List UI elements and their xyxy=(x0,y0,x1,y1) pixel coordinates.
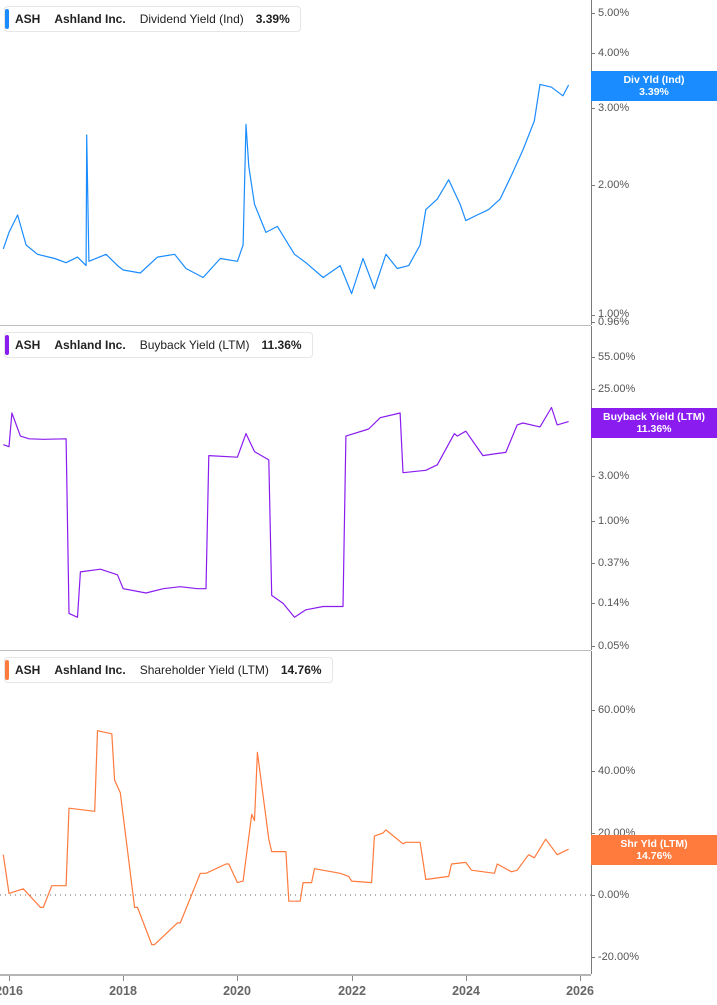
legend-metric: Dividend Yield (Ind) xyxy=(139,12,244,26)
y-tick-label: 5.00% xyxy=(598,7,630,19)
y-tick-label: 0.37% xyxy=(598,557,630,569)
y-tick-label: 1.00% xyxy=(598,515,630,527)
shareholder-yield-line xyxy=(2,730,569,946)
y-axis-line xyxy=(591,0,592,325)
buyback-yield-legend: ASH Ashland Inc. Buyback Yield (LTM) 11.… xyxy=(4,332,313,358)
y-tick-label: 40.00% xyxy=(598,765,636,777)
x-axis xyxy=(0,974,591,976)
flag-value: 14.76% xyxy=(636,850,672,862)
legend-value: 3.39% xyxy=(255,12,290,26)
legend-company: Ashland Inc. xyxy=(54,338,126,352)
y-axis-line xyxy=(591,326,592,650)
buyback-yield-line xyxy=(3,406,569,618)
buyback-yield-plot xyxy=(3,406,569,618)
y-tick-label: 3.00% xyxy=(598,470,630,482)
y-tick-label: 25.00% xyxy=(598,383,636,395)
shareholder-yield-value-flag: Shr Yld (LTM) 14.76% xyxy=(591,835,717,865)
flag-label: Shr Yld (LTM) xyxy=(620,838,688,850)
dividend-yield-panel: ASH Ashland Inc. Dividend Yield (Ind) 3.… xyxy=(0,0,717,328)
buyback-yield-value-flag: Buyback Yield (LTM) 11.36% xyxy=(591,408,717,438)
legend-ticker: ASH xyxy=(15,338,41,352)
shareholder-yield-panel: ASH Ashland Inc. Shareholder Yield (LTM)… xyxy=(0,651,717,974)
dividend-yield-legend: ASH Ashland Inc. Dividend Yield (Ind) 3.… xyxy=(4,6,301,32)
y-tick-label: 60.00% xyxy=(598,704,636,716)
legend-color-swatch xyxy=(5,335,9,355)
legend-color-swatch xyxy=(5,9,9,29)
x-tick-label: 2020 xyxy=(223,984,251,998)
legend-company: Ashland Inc. xyxy=(54,12,126,26)
legend-metric: Buyback Yield (LTM) xyxy=(139,338,250,352)
x-tick-label: 2018 xyxy=(109,984,137,998)
flag-value: 3.39% xyxy=(639,86,669,98)
flag-label: Buyback Yield (LTM) xyxy=(603,411,705,423)
shareholder-yield-legend: ASH Ashland Inc. Shareholder Yield (LTM)… xyxy=(4,657,333,683)
x-tick-label: 2026 xyxy=(566,984,594,998)
legend-value: 11.36% xyxy=(261,338,302,352)
x-tick-label: 2016 xyxy=(0,984,23,998)
flag-label: Div Yld (Ind) xyxy=(623,74,685,86)
y-tick-label: 0.96% xyxy=(598,316,630,328)
y-tick-label: 3.00% xyxy=(598,102,630,114)
legend-company: Ashland Inc. xyxy=(54,663,126,677)
y-axis-line xyxy=(591,651,592,974)
y-tick-label: 55.00% xyxy=(598,351,636,363)
legend-metric: Shareholder Yield (LTM) xyxy=(139,663,269,677)
dividend-yield-plot xyxy=(2,83,570,295)
y-tick-label: 0.05% xyxy=(598,640,630,652)
y-tick-label: 1.00% xyxy=(598,308,630,320)
y-tick-label: -20.00% xyxy=(598,951,639,963)
dividend-yield-value-flag: Div Yld (Ind) 3.39% xyxy=(591,71,717,101)
panel-divider xyxy=(0,650,591,651)
y-tick-label: 0.14% xyxy=(598,597,630,609)
y-tick-label: 0.00% xyxy=(598,889,630,901)
legend-ticker: ASH xyxy=(15,663,41,677)
panel-divider xyxy=(0,325,591,326)
x-tick-label: 2024 xyxy=(452,984,480,998)
x-tick-label: 2022 xyxy=(338,984,366,998)
legend-ticker: ASH xyxy=(15,12,41,26)
buyback-yield-panel: ASH Ashland Inc. Buyback Yield (LTM) 11.… xyxy=(0,326,717,652)
shareholder-yield-plot xyxy=(0,730,591,946)
y-tick-label: 4.00% xyxy=(598,47,630,59)
y-tick-label: 2.00% xyxy=(598,179,630,191)
dividend-yield-line xyxy=(2,83,570,295)
legend-value: 14.76% xyxy=(280,663,322,677)
flag-value: 11.36% xyxy=(636,423,672,435)
legend-color-swatch xyxy=(5,660,9,680)
